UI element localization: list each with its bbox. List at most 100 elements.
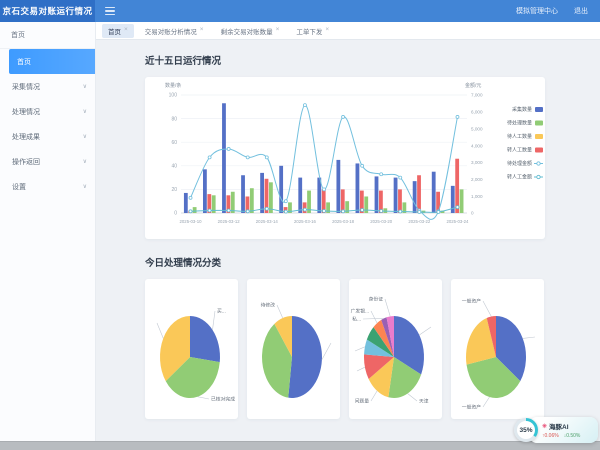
svg-text:转人工数量: 转人工数量 — [507, 147, 532, 154]
close-icon[interactable]: × — [275, 26, 280, 34]
sidebar-header-home[interactable]: 首页 — [0, 22, 95, 49]
svg-text:80: 80 — [171, 116, 177, 122]
section-title-run-chart: 近十五日运行情况 — [145, 56, 222, 67]
pie-slice-2 — [465, 318, 496, 365]
svg-text:采集数量: 采集数量 — [512, 106, 532, 113]
svg-text:4,000: 4,000 — [471, 143, 483, 148]
chevron-down-icon: ∨ — [82, 184, 87, 190]
svg-text:2025-03-12: 2025-03-12 — [218, 219, 241, 224]
sidebar-item-label: 操作返回 — [12, 158, 40, 166]
svg-text:2025-03-24: 2025-03-24 — [446, 219, 469, 224]
sidebar-item-5[interactable]: 设置 ∨ — [0, 174, 95, 199]
topbar-links: 模拟管理中心 退出 — [516, 6, 588, 16]
sidebar-item-0[interactable]: 首页 — [9, 49, 95, 74]
bar-series-待处理数量 — [192, 182, 464, 213]
sidebar-item-label: 首页 — [17, 58, 31, 66]
svg-text:待处理金额: 待处理金额 — [507, 160, 532, 167]
pie-card-2: 天津 问题量 广发银... 私... 身份证 — [349, 279, 442, 419]
sidebar-item-label: 处理情况 — [12, 108, 40, 116]
svg-text:2025-03-20: 2025-03-20 — [370, 219, 393, 224]
tabbar: 首页 × 交易对账分析情况 × 剩余交易对账数量 × 工单下发 × — [95, 22, 600, 40]
pie-slice-5 — [366, 327, 394, 357]
pie-slice-2 — [160, 316, 190, 382]
svg-text:2025-03-22: 2025-03-22 — [408, 219, 431, 224]
assistant-widget[interactable]: 35% ✳ 海豚AI ↑0.06% ↓0.50% — [514, 417, 598, 443]
svg-text:100: 100 — [169, 93, 178, 99]
svg-text:7,000: 7,000 — [471, 93, 483, 98]
sidebar-item-2[interactable]: 处理情况 ∨ — [0, 99, 95, 124]
close-icon[interactable]: × — [325, 26, 330, 34]
topbar-link-logout[interactable]: 退出 — [574, 8, 588, 15]
close-icon[interactable]: × — [199, 26, 204, 34]
svg-text:2025-03-14: 2025-03-14 — [256, 219, 279, 224]
legend-item-转人工数量[interactable]: 转人工数量 — [507, 147, 543, 154]
tab-label: 首页 — [108, 28, 121, 36]
pie-slice-1 — [261, 323, 292, 398]
tab-label: 工单下发 — [296, 28, 323, 36]
pie-card-3: 一般资产 一般资产 — [451, 279, 544, 419]
assistant-change-down: ↓0.50% — [563, 433, 581, 439]
pie-slice-0 — [496, 316, 526, 382]
sidebar: 首页 首页 采集情况 ∨ 处理情况 ∨ 处理成果 ∨ 操作返回 ∨ 设置 ∨ — [0, 22, 96, 442]
close-icon[interactable]: × — [124, 26, 128, 34]
svg-text:买...: 买... — [217, 308, 226, 315]
svg-text:2025-03-16: 2025-03-16 — [294, 219, 317, 224]
svg-text:一般资产: 一般资产 — [462, 404, 481, 411]
pie-slice-2 — [274, 316, 292, 357]
tab-2[interactable]: 剩余交易对账数量 × — [214, 23, 286, 38]
tab-3[interactable]: 工单下发 × — [290, 23, 336, 38]
assistant-card[interactable]: ✳ 海豚AI ↑0.06% ↓0.50% — [529, 417, 598, 443]
svg-text:2025-03-10: 2025-03-10 — [180, 219, 203, 224]
svg-text:40: 40 — [171, 164, 177, 170]
assistant-stats: ↑0.06% ↓0.50% — [542, 433, 592, 439]
svg-text:金额/元: 金额/元 — [465, 82, 481, 89]
legend-item-采集数量[interactable]: 采集数量 — [512, 106, 543, 113]
topbar: 京石交易对账运行情况 模拟管理中心 退出 — [0, 0, 600, 22]
app-title: 京石交易对账运行情况 — [0, 0, 95, 22]
svg-text:数量/条: 数量/条 — [165, 82, 181, 89]
legend-item-待处理金额[interactable]: 待处理金额 — [507, 160, 543, 167]
svg-text:待修改: 待修改 — [261, 302, 276, 309]
svg-text:私...: 私... — [352, 316, 361, 323]
svg-text:1,000: 1,000 — [471, 194, 483, 199]
svg-text:身份证: 身份证 — [369, 296, 384, 303]
sidebar-item-4[interactable]: 操作返回 ∨ — [0, 149, 95, 174]
assistant-progress-value: 35% — [517, 421, 535, 439]
assistant-change-up: ↑0.06% — [542, 433, 559, 439]
pie-slice-2 — [368, 357, 394, 398]
pie-slice-8 — [386, 316, 394, 357]
legend-item-待处理数量[interactable]: 待处理数量 — [507, 120, 543, 127]
pie-slice-0 — [190, 316, 220, 363]
tab-1[interactable]: 交易对账分析情况 × — [138, 23, 210, 38]
pie-slice-6 — [373, 319, 394, 357]
pie-cards: 买... 已核对完成 待修改 天津 问题量 广发银... 私... 身份证 一般资产 一般资产 — [145, 279, 600, 419]
svg-text:2025-03-18: 2025-03-18 — [332, 219, 355, 224]
pie-chart-1: 待修改 — [261, 302, 332, 398]
svg-text:一般资产: 一般资产 — [462, 298, 481, 305]
section-title-pies: 今日处理情况分类 — [145, 258, 222, 269]
pie-chart-0: 买... 已核对完成 — [156, 308, 235, 403]
svg-text:3,000: 3,000 — [471, 160, 483, 165]
svg-text:问题量: 问题量 — [355, 398, 370, 405]
menu-toggle-icon[interactable] — [105, 7, 115, 15]
pie-slice-0 — [288, 316, 322, 398]
pie-slice-3 — [364, 354, 394, 379]
svg-text:2,000: 2,000 — [471, 177, 483, 182]
legend-item-待人工数量[interactable]: 待人工数量 — [507, 133, 543, 140]
tab-label: 剩余交易对账数量 — [220, 28, 273, 36]
pie-slice-4 — [364, 339, 394, 357]
svg-text:20: 20 — [171, 187, 177, 193]
legend-item-转人工金额[interactable]: 转人工金额 — [507, 174, 543, 181]
run-chart-card: 0 20 40 60 80 100 0 1,000 2,000 3,000 4,000 5,000 6,… — [145, 77, 545, 239]
sidebar-item-3[interactable]: 处理成果 ∨ — [0, 124, 95, 149]
main-content: 近十五日运行情况 0 20 40 60 80 100 0 1,000 2,000 3,000 4,0… — [95, 39, 600, 442]
topbar-link-admin-center[interactable]: 模拟管理中心 — [516, 8, 558, 15]
svg-text:0: 0 — [174, 211, 177, 217]
svg-text:待人工数量: 待人工数量 — [507, 133, 532, 140]
window-bottom-edge — [0, 441, 600, 450]
pie-card-1: 待修改 — [247, 279, 340, 419]
tab-0[interactable]: 首页 × — [102, 23, 134, 38]
svg-text:待处理数量: 待处理数量 — [507, 120, 532, 127]
sidebar-item-1[interactable]: 采集情况 ∨ — [0, 74, 95, 99]
